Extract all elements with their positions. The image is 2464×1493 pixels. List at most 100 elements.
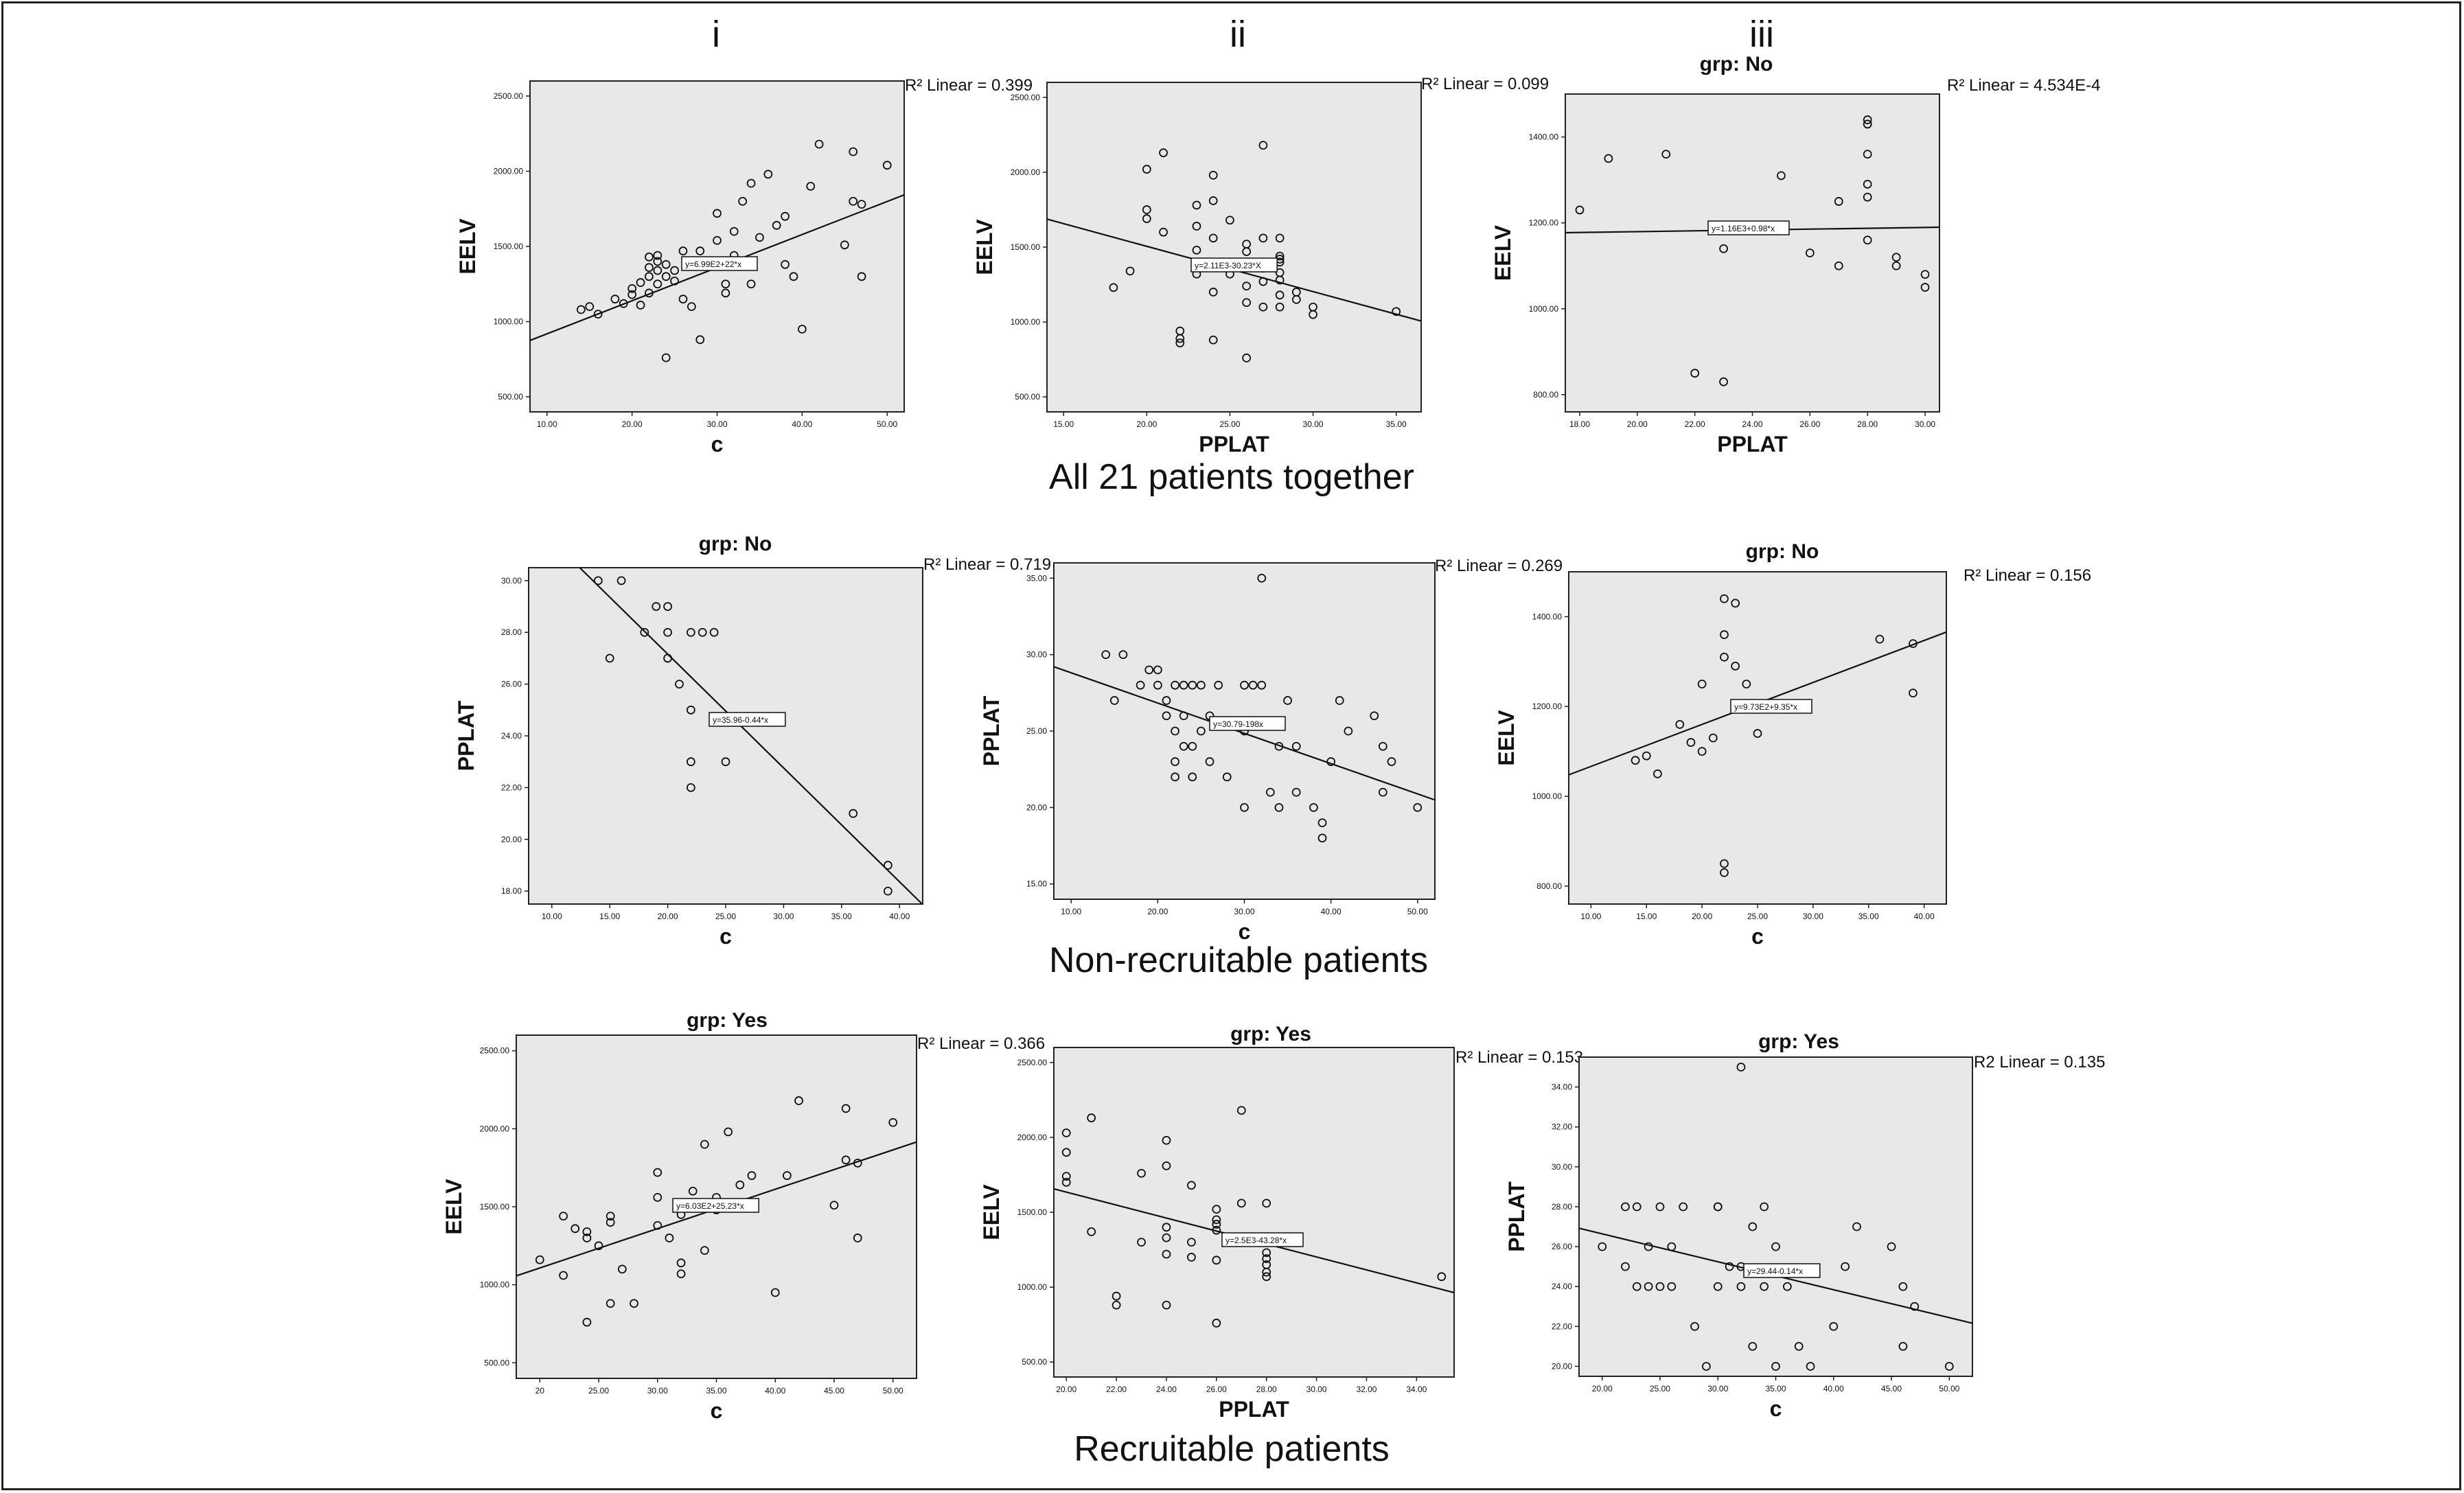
data-point xyxy=(888,1118,898,1127)
data-point xyxy=(670,266,679,275)
x-tick-label: 30.00 xyxy=(1303,419,1324,429)
data-point xyxy=(1275,275,1285,285)
y-tick-label: 20.00 xyxy=(501,835,522,844)
data-point xyxy=(606,1218,615,1227)
data-point xyxy=(1782,1282,1792,1291)
data-point xyxy=(829,1201,839,1210)
y-tick-label: 500.00 xyxy=(1015,392,1040,402)
data-point xyxy=(1061,1128,1071,1137)
data-point xyxy=(1309,310,1317,319)
y-tick-label: 500.00 xyxy=(1022,1357,1047,1367)
y-tick-label: 24.00 xyxy=(1552,1282,1572,1291)
data-point xyxy=(665,1234,674,1242)
equation-box xyxy=(709,712,786,727)
data-point xyxy=(1863,150,1872,159)
data-point xyxy=(1162,1249,1171,1259)
data-point xyxy=(1258,233,1268,243)
x-tick-label: 32.00 xyxy=(1356,1385,1377,1394)
data-point xyxy=(1920,270,1930,279)
y-tick-label: 500.00 xyxy=(498,392,523,402)
x-tick-label: 22.00 xyxy=(1106,1385,1127,1394)
data-point xyxy=(686,627,695,637)
x-tick-label: 28.00 xyxy=(1256,1385,1277,1394)
x-tick-label: 15.00 xyxy=(599,912,620,921)
data-point xyxy=(653,257,663,266)
data-point xyxy=(1413,802,1423,812)
data-point xyxy=(1212,1215,1221,1225)
data-point xyxy=(1621,1262,1630,1271)
data-point xyxy=(1179,741,1188,751)
data-point xyxy=(1188,772,1197,782)
data-point xyxy=(1291,741,1301,751)
x-tick-label: 30.00 xyxy=(1707,1384,1728,1393)
data-point xyxy=(1675,719,1685,729)
section-title-1: All 21 patients together xyxy=(1049,457,1414,497)
data-point xyxy=(610,294,620,304)
x-tick-label: 24.00 xyxy=(1742,419,1762,429)
x-tick-label: 26.00 xyxy=(1206,1385,1227,1394)
x-tick-label: 25.00 xyxy=(1747,912,1768,921)
data-point xyxy=(1208,335,1218,345)
data-point xyxy=(1437,1272,1447,1282)
y-tick-label: 1200.00 xyxy=(1529,218,1559,228)
y-tick-label: 2500.00 xyxy=(480,1046,510,1056)
data-point xyxy=(772,220,781,230)
data-point xyxy=(1179,680,1188,690)
data-point xyxy=(678,294,688,304)
data-point xyxy=(676,1258,686,1268)
y-tick-label: 2500.00 xyxy=(494,91,524,101)
data-point xyxy=(686,783,695,792)
data-point xyxy=(1679,1202,1688,1212)
equation-box xyxy=(1190,257,1278,273)
data-point xyxy=(1863,235,1872,245)
data-point xyxy=(1153,665,1162,675)
data-point xyxy=(1087,1113,1096,1122)
data-point xyxy=(1771,1362,1780,1371)
fit-line xyxy=(579,567,923,905)
data-point xyxy=(1212,1255,1221,1265)
data-point xyxy=(721,288,730,298)
data-point xyxy=(688,1186,698,1196)
x-tick-label: 20.00 xyxy=(1627,419,1648,429)
data-point xyxy=(1171,757,1179,766)
x-tick-label: 20.00 xyxy=(1692,912,1712,921)
data-point xyxy=(594,1241,603,1251)
y-tick-label: 32.00 xyxy=(1552,1122,1572,1132)
x-axis-label: PPLAT xyxy=(1219,1397,1289,1422)
data-point xyxy=(1242,298,1252,308)
data-point xyxy=(849,809,858,818)
y-tick-label: 800.00 xyxy=(1533,390,1558,400)
x-tick-label: 20.00 xyxy=(658,912,678,921)
equation-label: y=6.99E2+22*x xyxy=(685,259,741,269)
data-point xyxy=(1720,630,1729,639)
plot-area xyxy=(1053,562,1436,900)
y-axis-label: PPLAT xyxy=(1504,1181,1529,1252)
data-point xyxy=(1719,244,1728,253)
data-point xyxy=(1887,1242,1896,1251)
y-tick-label: 22.00 xyxy=(501,783,522,792)
x-tick-label: 50.00 xyxy=(1407,907,1428,916)
data-point xyxy=(1291,294,1301,304)
y-tick-label: 2000.00 xyxy=(494,166,524,176)
data-point xyxy=(1118,650,1128,660)
data-point xyxy=(709,627,719,637)
data-point xyxy=(571,1224,580,1234)
x-tick-label: 45.00 xyxy=(824,1386,844,1396)
data-point xyxy=(840,240,849,250)
equation-box xyxy=(1221,1232,1304,1247)
data-point xyxy=(1262,1248,1271,1258)
x-tick-label: 35.00 xyxy=(831,912,852,921)
data-point xyxy=(1162,711,1171,721)
data-point xyxy=(663,627,672,637)
data-point xyxy=(1598,1242,1607,1251)
y-tick-label: 15.00 xyxy=(1026,879,1047,889)
data-point xyxy=(1125,266,1135,276)
data-point xyxy=(1604,154,1613,163)
x-axis-label: c xyxy=(1751,924,1764,949)
data-point xyxy=(1631,756,1640,765)
data-point xyxy=(559,1212,568,1221)
data-point xyxy=(755,233,764,242)
data-point xyxy=(1829,1321,1839,1331)
data-point xyxy=(1806,1362,1815,1371)
data-point xyxy=(857,272,866,281)
